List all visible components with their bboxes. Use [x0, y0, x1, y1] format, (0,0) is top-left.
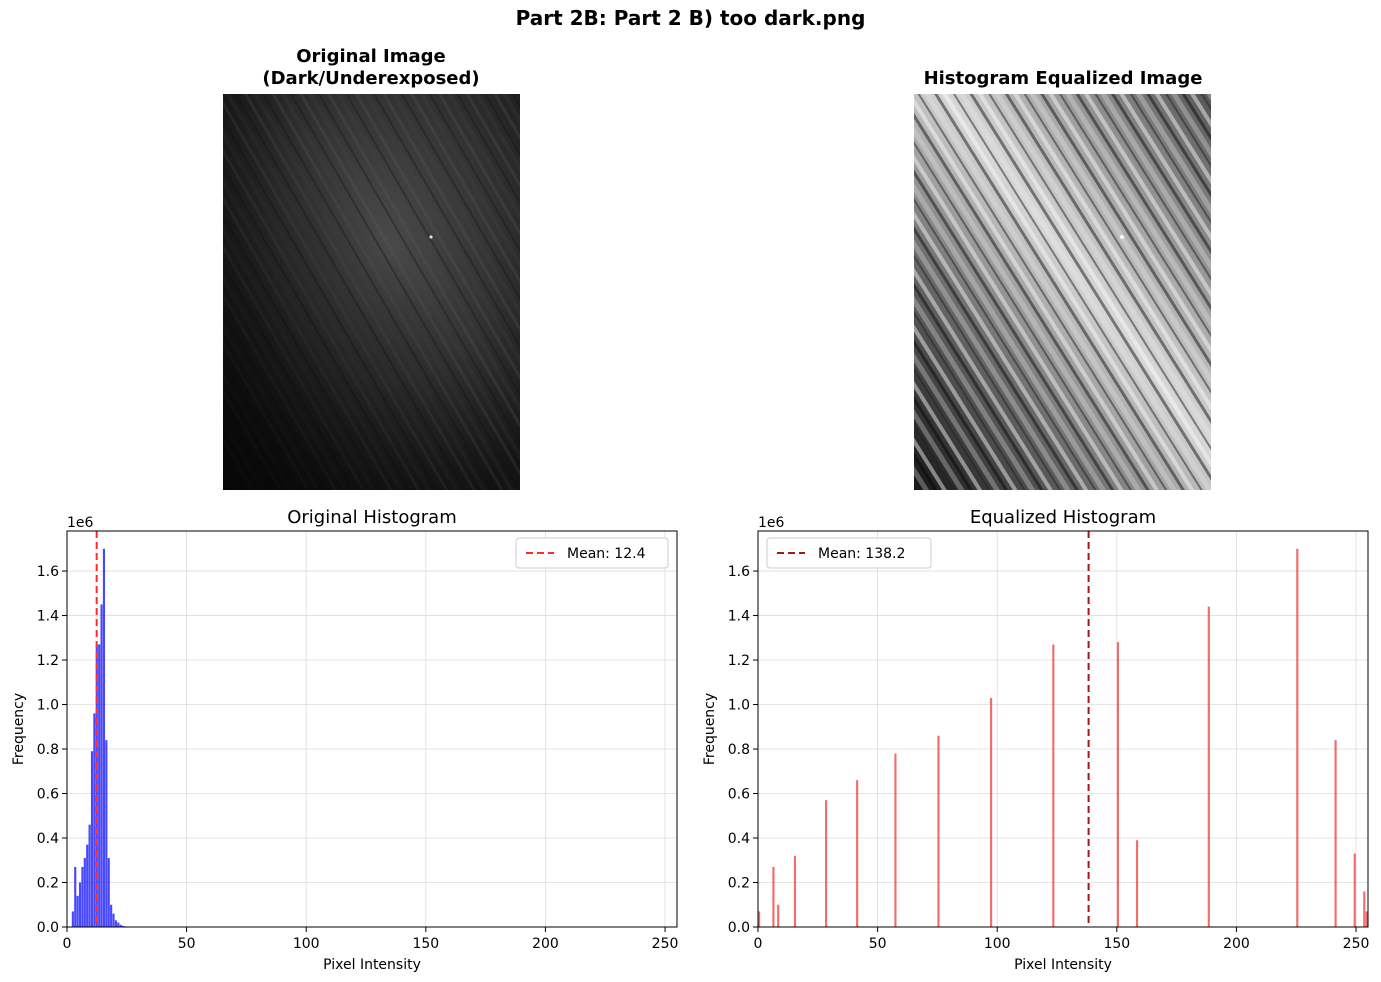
equalized-bar-6	[894, 753, 897, 927]
original-ytick-label-3: 0.6	[37, 787, 59, 803]
equalized-bar-13	[1296, 548, 1299, 927]
original-bar-12	[100, 604, 103, 927]
original-yaxis-label: Frequency	[11, 693, 27, 765]
equalized-ytick-label-0: 0.0	[728, 920, 750, 936]
equalized-bar-0	[758, 911, 761, 927]
equalized-histogram-chart: 0 50 100 150 200 250 0.0 0.2 0.4 0.6 0.8 1.0 1.2 1.4 1…	[702, 507, 1369, 973]
original-ytick-label-5: 1.0	[37, 698, 59, 714]
original-bar-18	[114, 920, 117, 927]
equalized-bar-11	[1135, 840, 1139, 927]
original-image-title: Original Image (Dark/Underexposed)	[262, 46, 480, 89]
original-bar-19	[117, 922, 120, 927]
equalized-axes-frame	[757, 530, 1369, 928]
equalized-xtick-label-4: 200	[1223, 936, 1250, 952]
original-legend-label: Mean: 12.4	[567, 546, 646, 562]
equalized-xtick-label-5: 250	[1343, 936, 1370, 952]
equalized-histogram-title: Equalized Histogram	[970, 507, 1156, 528]
original-ytick-label-1: 0.2	[37, 876, 59, 892]
equalized-bar-5	[856, 780, 859, 927]
figure-suptitle: Part 2B: Part 2 B) too dark.png	[515, 6, 866, 30]
original-bar-20	[119, 924, 122, 927]
equalized-image	[914, 94, 1211, 490]
equalized-bar-7	[937, 735, 940, 927]
equalized-ytick-label-1: 0.2	[728, 876, 750, 892]
original-bar-14	[105, 740, 108, 927]
original-bar-21	[122, 925, 125, 927]
equalized-bar-3	[793, 855, 797, 927]
equalized-bar-4	[824, 800, 828, 927]
original-bar-15	[107, 858, 110, 927]
original-bar-17	[112, 913, 115, 927]
original-xtick-label-2: 100	[293, 936, 320, 952]
equalized-ytick-label-8: 1.6	[728, 564, 750, 580]
equalized-xaxis-label: Pixel Intensity	[1014, 957, 1112, 973]
equalized-xtick-label-0: 0	[754, 936, 763, 952]
equalized-ytick-label-2: 0.4	[728, 831, 750, 847]
equalized-legend-box	[766, 537, 932, 569]
equalized-ytick-label-4: 0.8	[728, 742, 750, 758]
original-offset-label: 1e6	[67, 515, 94, 531]
original-histogram-title: Original Histogram	[287, 507, 457, 528]
equalized-bar-10	[1116, 642, 1119, 927]
original-xtick-label-5: 250	[652, 936, 679, 952]
original-bar-0	[71, 911, 74, 927]
equalized-bar-12	[1207, 606, 1210, 927]
original-bar-11	[98, 644, 101, 927]
original-bar-4	[81, 866, 84, 927]
original-bar-2	[76, 895, 79, 927]
equalized-ytick-label-6: 1.2	[728, 653, 750, 669]
original-bar-5	[83, 858, 86, 927]
original-xaxis-label: Pixel Intensity	[323, 957, 421, 973]
equalized-bar-15	[1353, 853, 1356, 927]
original-xtick-label-4: 200	[532, 936, 559, 952]
original-histogram-chart: 0 50 100 150 200 250 0.0 0.2 0.4 0.6 0.8 1.0 1.2 1.4 1…	[11, 507, 678, 973]
equalized-xtick-label-1: 50	[869, 936, 887, 952]
original-axes-frame	[66, 530, 678, 928]
equalized-ytick-label-7: 1.4	[728, 609, 750, 625]
original-ytick-label-8: 1.6	[37, 564, 59, 580]
equalized-bar-16	[1363, 891, 1366, 927]
original-xtick-label-3: 150	[412, 936, 439, 952]
original-ytick-label-2: 0.4	[37, 831, 59, 847]
original-ytick-label-0: 0.0	[37, 920, 59, 936]
original-bar-13	[102, 548, 106, 927]
original-xtick-label-1: 50	[178, 936, 196, 952]
equalized-bar-9	[1052, 644, 1055, 927]
equalized-ytick-label-3: 0.6	[728, 787, 750, 803]
original-image	[223, 94, 520, 490]
equalized-bar-14	[1334, 740, 1337, 927]
equalized-image-title: Histogram Equalized Image	[923, 68, 1203, 89]
original-ytick-label-4: 0.8	[37, 742, 59, 758]
original-ytick-label-7: 1.4	[37, 609, 59, 625]
equalized-bar-2	[777, 904, 780, 927]
original-bar-16	[110, 904, 113, 927]
original-bar-1	[74, 866, 77, 927]
original-bar-9	[93, 713, 96, 927]
original-bar-6	[86, 844, 89, 927]
original-ytick-label-6: 1.2	[37, 653, 59, 669]
equalized-legend-label: Mean: 138.2	[818, 546, 905, 562]
equalized-bar-8	[990, 697, 993, 927]
original-bar-3	[78, 882, 82, 927]
equalized-yaxis-label: Frequency	[702, 693, 718, 765]
original-bar-8	[90, 751, 94, 927]
original-xtick-label-0: 0	[63, 936, 72, 952]
equalized-bar-1	[772, 866, 775, 927]
equalized-xtick-label-2: 100	[984, 936, 1011, 952]
equalized-xtick-label-3: 150	[1103, 936, 1130, 952]
original-bar-7	[88, 824, 91, 927]
equalized-bar-17	[1365, 911, 1368, 927]
original-legend-box	[515, 537, 669, 569]
equalized-ytick-label-5: 1.0	[728, 698, 750, 714]
equalized-offset-label: 1e6	[758, 515, 785, 531]
